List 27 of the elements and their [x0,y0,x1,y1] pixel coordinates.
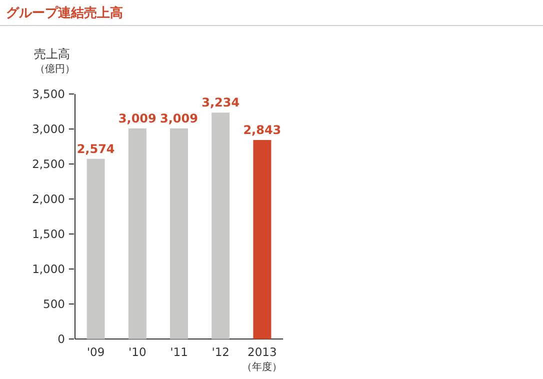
data-label: 3,009 [160,111,198,126]
x-tick-label: 2013 [248,345,277,359]
data-label: 3,009 [118,111,156,126]
data-label: 3,234 [202,96,240,110]
y-tick-label: 2,000 [32,192,65,206]
text: （億円） [35,63,75,75]
bar [128,128,146,339]
y-tick-label: 1,500 [32,227,65,241]
y-axis-title: 売上高 [34,47,70,61]
y-tick-label: 1,000 [32,262,65,276]
x-tick-label: '11 [170,345,188,359]
y-tick-label: 3,000 [32,122,65,136]
data-label: 2,843 [243,122,282,137]
y-tick-label: 500 [43,297,65,311]
text: （年度） [242,361,282,373]
bar [170,128,188,339]
data-label: 2,574 [76,142,115,156]
x-tick-label: '10 [128,345,146,359]
bar [86,158,105,339]
y-tick-label: 2,500 [32,157,65,171]
bar [253,140,272,339]
bar [212,112,230,339]
y-tick-label: 3,500 [32,87,65,101]
x-tick-label: '12 [212,345,230,359]
chart-title: グループ連結売上高 [6,5,123,21]
y-tick-label: 0 [58,332,65,346]
x-tick-label: '09 [86,345,105,359]
